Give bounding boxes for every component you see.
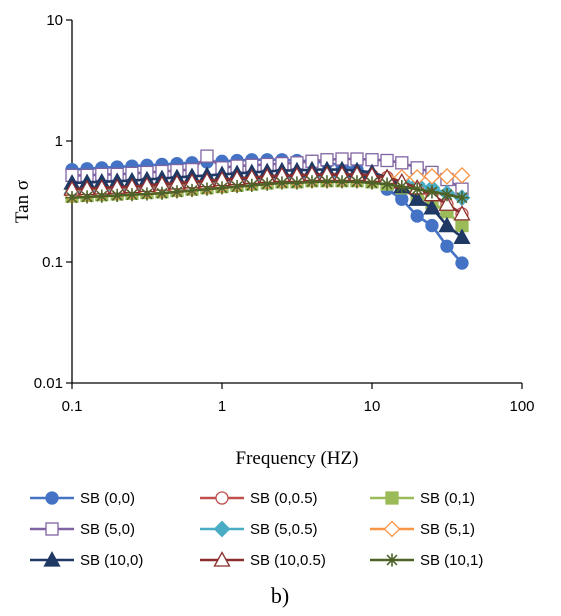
data-point xyxy=(438,167,456,185)
data-point xyxy=(395,192,409,206)
legend-marker xyxy=(43,551,61,567)
data-point xyxy=(125,188,139,202)
data-point xyxy=(423,167,441,185)
series-layer xyxy=(63,149,471,270)
legend-item: SB (5,0) xyxy=(30,521,135,538)
legend-label: SB (10,1) xyxy=(420,552,483,569)
data-point xyxy=(275,176,289,190)
data-point xyxy=(200,182,214,196)
data-point xyxy=(260,177,274,191)
legend-label: SB (5,0) xyxy=(80,521,135,538)
data-point xyxy=(455,256,469,270)
data-point xyxy=(440,188,454,202)
legend-item: SB (10,1) xyxy=(370,552,483,569)
data-point xyxy=(95,189,109,203)
data-point xyxy=(455,191,469,205)
data-point xyxy=(320,175,334,189)
data-point xyxy=(170,185,184,199)
data-point xyxy=(155,186,169,200)
data-point xyxy=(453,228,471,244)
data-point xyxy=(290,176,304,190)
data-point xyxy=(380,177,394,191)
x-ticks: 0.1 1 10 100 xyxy=(62,383,535,415)
data-point xyxy=(305,175,319,189)
legend-marker xyxy=(385,491,399,505)
x-tick-label: 0.1 xyxy=(62,398,83,415)
data-point xyxy=(438,216,456,233)
x-tick-label: 1 xyxy=(218,398,226,415)
data-point xyxy=(140,187,154,201)
data-point xyxy=(335,175,349,189)
legend-label: SB (10,0.5) xyxy=(250,552,326,569)
legend-marker xyxy=(213,551,231,567)
data-point xyxy=(215,181,229,195)
data-point xyxy=(440,239,454,253)
y-tick-label: 1 xyxy=(55,133,63,150)
legend-item: SB (0,1) xyxy=(370,490,475,507)
legend-marker xyxy=(45,522,59,536)
legend-item: SB (10,0.5) xyxy=(200,551,326,569)
legend-item: SB (5,1) xyxy=(370,520,475,538)
y-axis-title: Tan σ xyxy=(12,180,33,223)
legend-label: SB (0,0) xyxy=(80,490,135,507)
series-9 xyxy=(65,175,469,205)
data-point xyxy=(395,156,409,170)
y-tick-label: 0.01 xyxy=(34,375,63,392)
y-tick-label: 10 xyxy=(46,12,63,29)
y-ticks: 0.01 0.1 1 10 xyxy=(34,12,72,392)
legend-item: SB (10,0) xyxy=(30,551,143,569)
data-point xyxy=(395,179,409,194)
legend-marker xyxy=(215,491,229,505)
data-point xyxy=(408,190,426,206)
x-axis-title: Frequency (HZ) xyxy=(236,448,359,469)
data-point xyxy=(425,185,439,199)
legend-label: SB (0,0.5) xyxy=(250,490,318,507)
legend-item: SB (5,0.5) xyxy=(200,520,318,538)
legend-label: SB (10,0) xyxy=(80,552,143,569)
figure-caption: b) xyxy=(271,583,289,608)
data-point xyxy=(365,176,379,190)
y-tick-label: 0.1 xyxy=(42,254,63,271)
data-point xyxy=(423,199,441,215)
legend-item: SB (0,0) xyxy=(30,490,135,507)
data-point xyxy=(410,209,424,223)
legend-marker xyxy=(213,520,231,538)
data-point xyxy=(410,182,424,196)
legend-marker xyxy=(45,491,59,505)
data-point xyxy=(245,178,259,192)
data-point xyxy=(80,190,94,204)
legend-marker xyxy=(383,520,401,538)
data-point xyxy=(425,218,439,233)
legend-label: SB (5,1) xyxy=(420,521,475,538)
data-point xyxy=(453,166,471,184)
legend: SB (0,0) SB (0,0.5) SB (0,1) SB (5,0) SB (5,… xyxy=(30,490,483,569)
axes: 0.01 0.1 1 10 0.1 1 10 100 xyxy=(34,12,535,415)
data-point xyxy=(110,188,124,203)
data-point xyxy=(65,191,79,205)
data-point xyxy=(200,149,214,163)
data-point xyxy=(380,153,394,168)
legend-label: SB (5,0.5) xyxy=(250,521,318,538)
legend-item: SB (0,0.5) xyxy=(200,490,318,507)
data-point xyxy=(185,183,199,198)
legend-marker xyxy=(385,553,399,567)
x-tick-label: 10 xyxy=(364,398,381,415)
legend-label: SB (0,1) xyxy=(420,490,475,507)
data-point xyxy=(438,195,456,211)
data-point xyxy=(230,179,244,194)
data-point xyxy=(453,205,471,221)
data-point xyxy=(350,175,364,189)
x-tick-label: 100 xyxy=(509,398,534,415)
